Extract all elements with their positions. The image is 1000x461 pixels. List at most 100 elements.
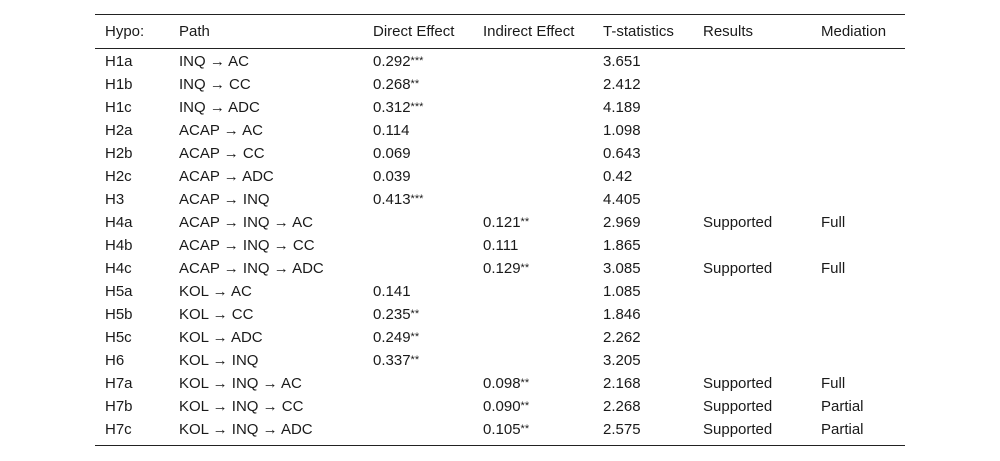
significance-stars: ** <box>520 423 530 435</box>
direct-effect-cell-value: 0.114 <box>373 122 410 139</box>
hypo-cell: H5a <box>105 283 133 300</box>
direct-effect-cell-value: 0.039 <box>373 168 411 185</box>
table-body: H1a INQ → AC 0.292*** 3.651 H1b INQ → CC 0.268… <box>95 49 905 445</box>
t-statistics-cell: 2.575 <box>603 421 641 438</box>
direct-effect-cell-value: 0.268 <box>373 76 411 93</box>
table-row: H7a KOL → INQ → AC 0.098** 2.168 Supported Fu… <box>95 372 905 395</box>
direct-effect-cell: 0.114 <box>373 119 409 142</box>
table-row: H1c INQ → ADC 0.312*** 4.189 <box>95 96 905 119</box>
indirect-effect-cell: 0.111 <box>483 234 518 257</box>
t-statistics-cell: 4.189 <box>603 99 641 116</box>
t-statistics-cell: 3.205 <box>603 352 641 369</box>
direct-effect-cell: 0.069 <box>373 142 411 165</box>
t-statistics-cell: 0.643 <box>603 145 641 162</box>
significance-stars: ** <box>520 216 530 228</box>
direct-effect-cell-value: 0.337 <box>373 352 411 369</box>
hypo-cell: H2a <box>105 122 133 139</box>
indirect-effect-cell: 0.121** <box>483 211 529 234</box>
path-cell: INQ → AC <box>179 53 250 70</box>
t-statistics-cell: 2.969 <box>603 214 641 231</box>
path-cell: KOL → ADC <box>179 329 263 346</box>
indirect-effect-cell-value: 0.105 <box>483 421 521 438</box>
table-row: H1b INQ → CC 0.268** 2.412 <box>95 73 905 96</box>
results-cell: Supported <box>703 398 773 415</box>
t-statistics-cell: 1.865 <box>603 237 641 254</box>
direct-effect-cell-value: 0.069 <box>373 145 411 162</box>
significance-stars: ** <box>520 262 530 274</box>
direct-effect-cell: 0.337** <box>373 349 419 372</box>
significance-stars: ** <box>520 400 530 412</box>
table-row: H3 ACAP → INQ 0.413*** 4.405 <box>95 188 905 211</box>
path-cell: ACAP → ADC <box>179 168 274 185</box>
hypo-cell: H4a <box>105 214 133 231</box>
direct-effect-cell: 0.292*** <box>373 50 423 73</box>
direct-effect-cell: 0.413*** <box>373 188 423 211</box>
path-cell: INQ → ADC <box>179 99 260 116</box>
hypo-cell: H4c <box>105 260 132 277</box>
hypo-cell: H4b <box>105 237 133 254</box>
table-row: H7c KOL → INQ → ADC 0.105** 2.575 Supported P… <box>95 418 905 441</box>
t-statistics-cell: 2.268 <box>603 398 641 415</box>
indirect-effect-cell: 0.098** <box>483 372 529 395</box>
table-row: H4c ACAP → INQ → ADC 0.129** 3.085 Supported… <box>95 257 905 280</box>
significance-stars: ** <box>520 377 530 389</box>
hypothesis-results-table: Hypo: Path Direct Effect Indirect Effect… <box>95 14 905 446</box>
header-direct-effect: Direct Effect <box>373 23 455 40</box>
hypo-cell: H7b <box>105 398 133 415</box>
significance-stars: ** <box>410 308 420 320</box>
header-rule <box>95 48 905 49</box>
table-row: H6 KOL → INQ 0.337** 3.205 <box>95 349 905 372</box>
direct-effect-cell: 0.039 <box>373 165 411 188</box>
table-row: H5b KOL → CC 0.235** 1.846 <box>95 303 905 326</box>
t-statistics-cell: 1.098 <box>603 122 641 139</box>
table-row: H2a ACAP → AC 0.114 1.098 <box>95 119 905 142</box>
direct-effect-cell-value: 0.249 <box>373 329 411 346</box>
path-cell: KOL → AC <box>179 283 252 300</box>
direct-effect-cell-value: 0.141 <box>373 283 411 300</box>
hypo-cell: H1b <box>105 76 133 93</box>
hypo-cell: H3 <box>105 191 125 208</box>
results-cell: Supported <box>703 214 773 231</box>
header-indirect-effect: Indirect Effect <box>483 23 575 40</box>
hypo-cell: H5c <box>105 329 132 346</box>
significance-stars: *** <box>410 101 424 113</box>
hypo-cell: H1a <box>105 53 133 70</box>
results-cell: Supported <box>703 375 773 392</box>
t-statistics-cell: 3.651 <box>603 53 641 70</box>
mediation-cell: Full <box>821 214 846 231</box>
t-statistics-cell: 2.168 <box>603 375 641 392</box>
significance-stars: ** <box>410 331 420 343</box>
top-rule <box>95 14 905 15</box>
mediation-cell: Full <box>821 260 846 277</box>
results-cell: Supported <box>703 260 773 277</box>
hypo-cell: H2c <box>105 168 132 185</box>
direct-effect-cell-value: 0.413 <box>373 191 411 208</box>
significance-stars: *** <box>410 193 424 205</box>
hypo-cell: H2b <box>105 145 133 162</box>
header-hypo: Hypo: <box>105 23 145 40</box>
t-statistics-cell: 2.412 <box>603 76 641 93</box>
path-cell: ACAP → INQ <box>179 191 270 208</box>
path-cell: KOL → INQ → ADC <box>179 421 313 438</box>
hypo-cell: H7c <box>105 421 132 438</box>
bottom-rule <box>95 445 905 446</box>
indirect-effect-cell: 0.105** <box>483 418 529 441</box>
header-path: Path <box>179 23 210 40</box>
direct-effect-cell: 0.141 <box>373 280 411 303</box>
header-t-statistics: T-statistics <box>603 23 674 40</box>
significance-stars: ** <box>410 354 420 366</box>
path-cell: ACAP → CC <box>179 145 265 162</box>
t-statistics-cell: 1.846 <box>603 306 641 323</box>
hypo-cell: H5b <box>105 306 133 323</box>
results-cell: Supported <box>703 421 773 438</box>
table-row: H4a ACAP → INQ → AC 0.121** 2.969 Supported F… <box>95 211 905 234</box>
t-statistics-cell: 1.085 <box>603 283 641 300</box>
indirect-effect-cell-value: 0.090 <box>483 398 521 415</box>
direct-effect-cell-value: 0.235 <box>373 306 411 323</box>
path-cell: KOL → INQ → CC <box>179 398 304 415</box>
table-row: H2b ACAP → CC 0.069 0.643 <box>95 142 905 165</box>
path-cell: KOL → INQ <box>179 352 259 369</box>
header-results: Results <box>703 23 754 40</box>
indirect-effect-cell: 0.129** <box>483 257 529 280</box>
header-row: Hypo: Path Direct Effect Indirect Effect… <box>95 15 905 48</box>
